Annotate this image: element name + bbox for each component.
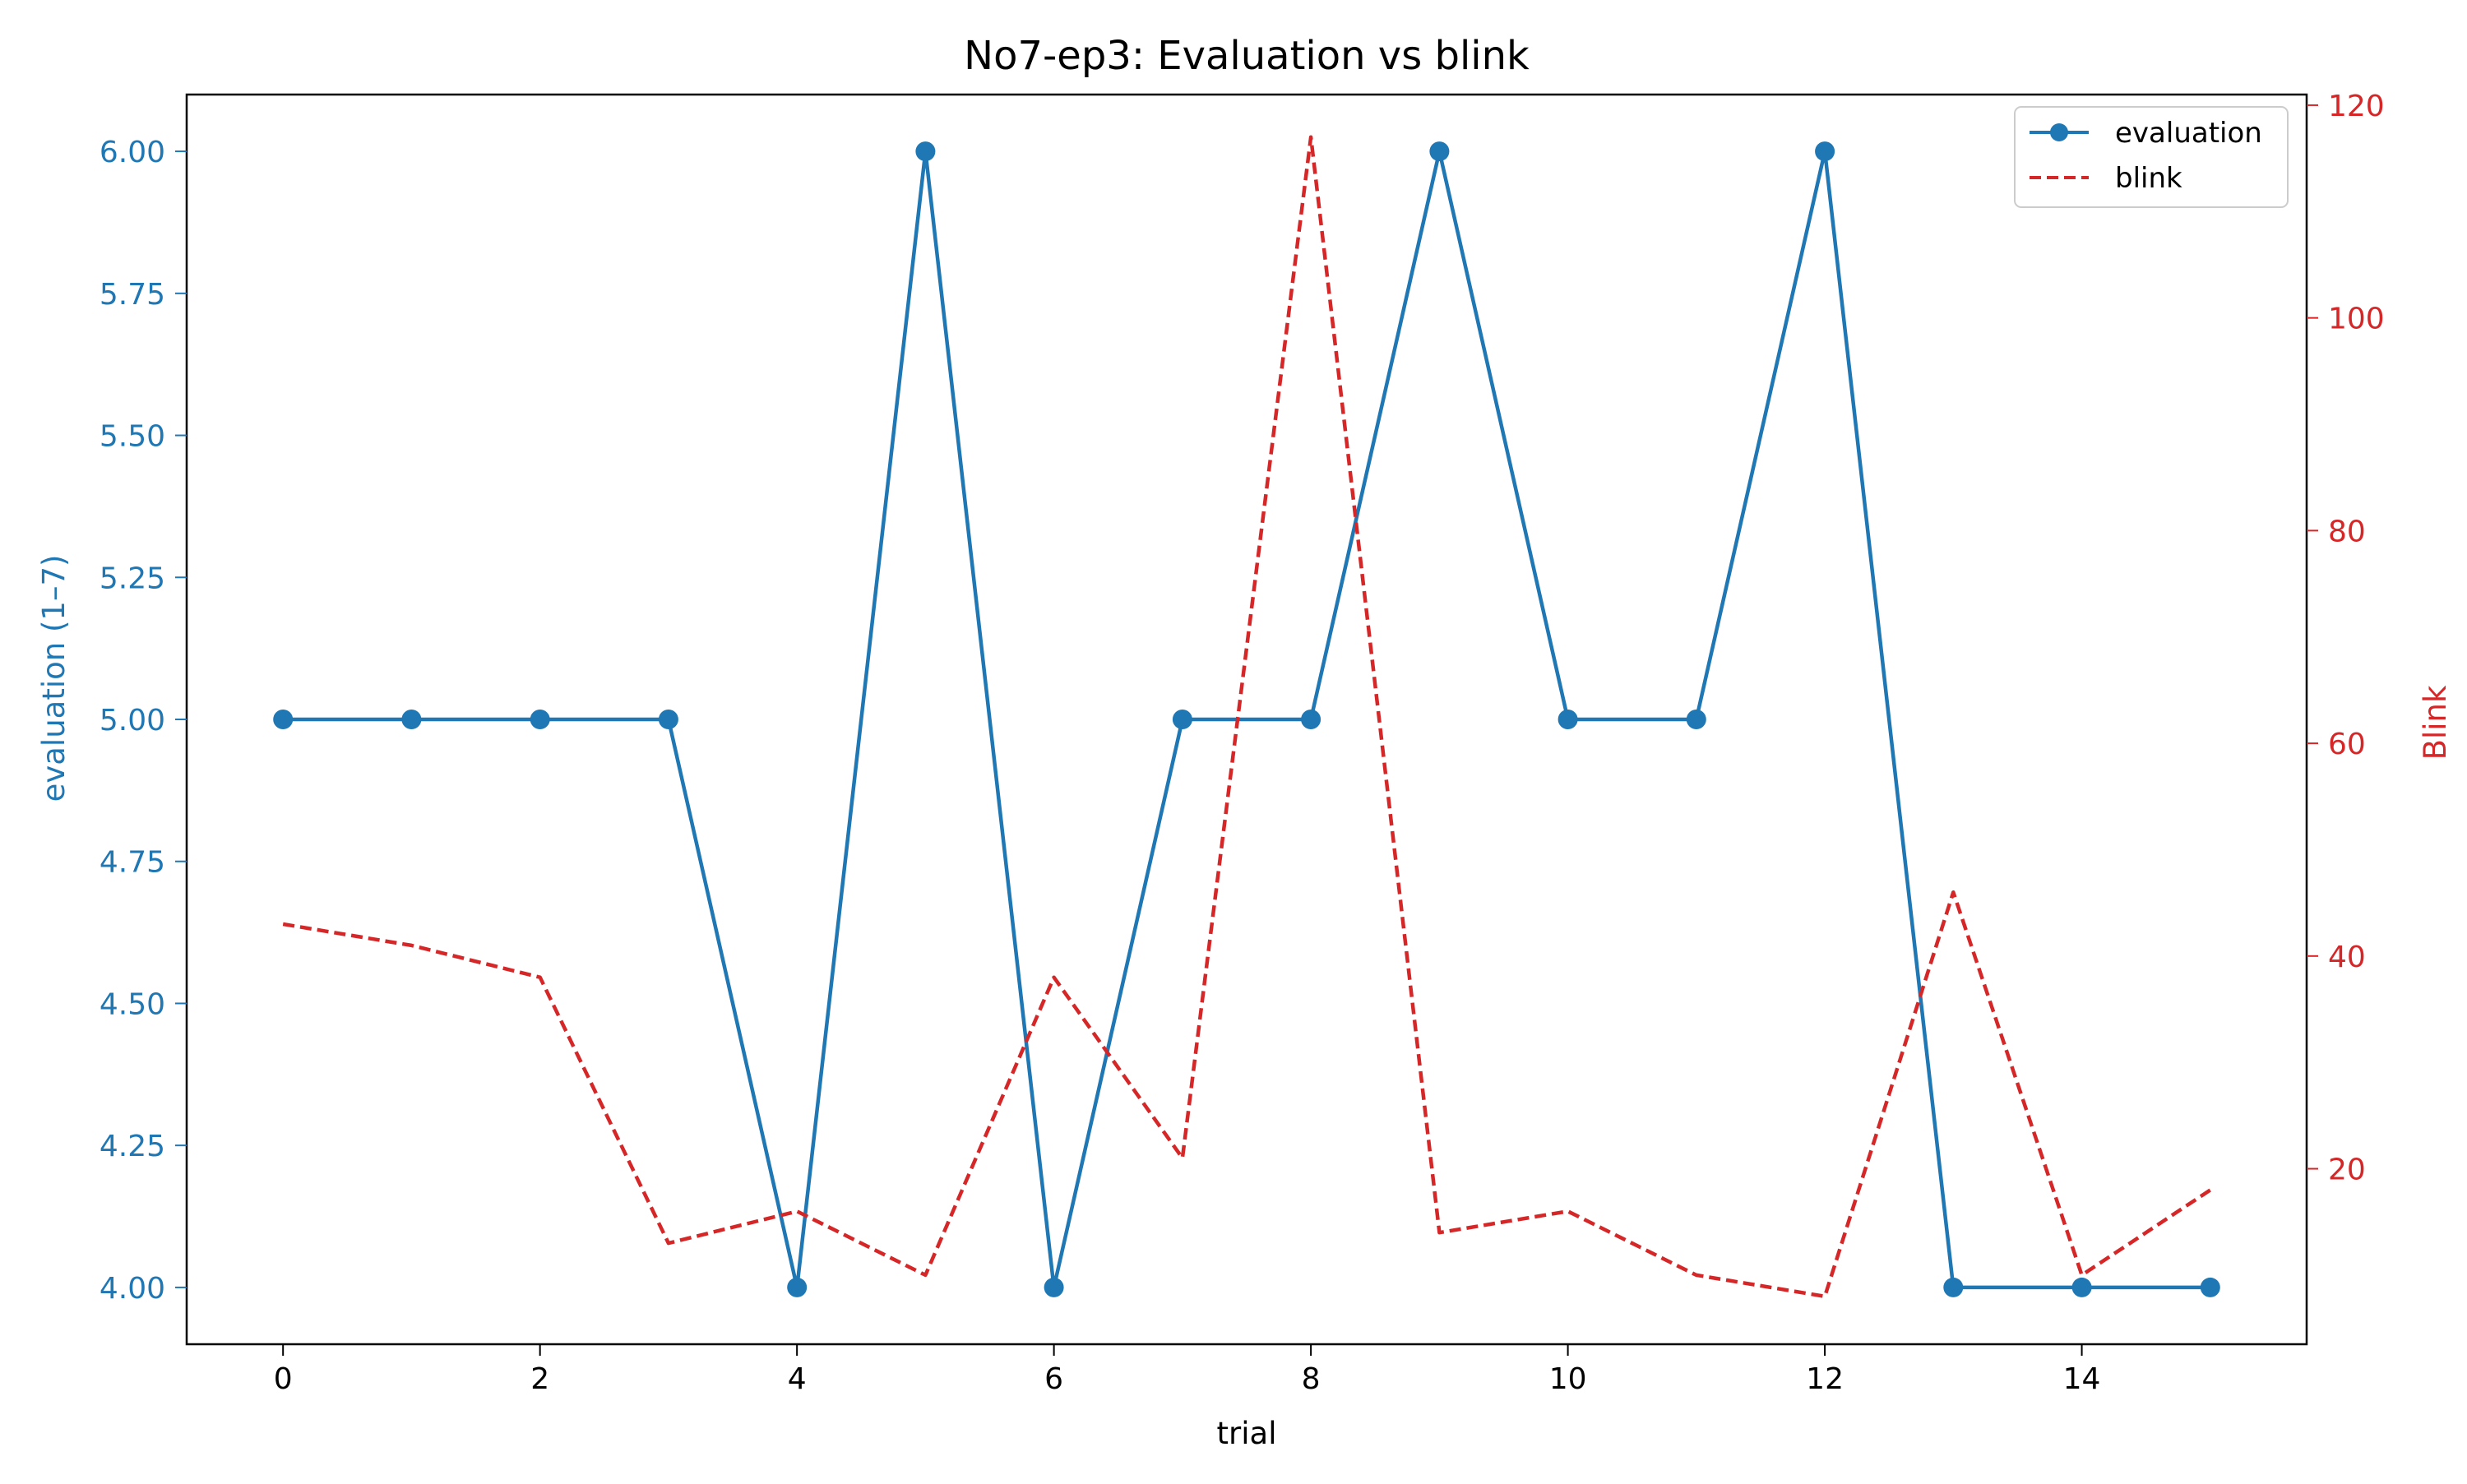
x-tick-label: 4 [788,1362,807,1396]
data-point-evaluation-4 [787,1277,808,1297]
data-point-evaluation-6 [1044,1277,1064,1297]
right-y-tick-label: 100 [2328,303,2385,336]
right-y-tick-label: 80 [2328,515,2366,548]
data-point-evaluation-8 [1301,710,1321,729]
x-tick-label: 8 [1302,1362,1321,1396]
left-y-tick-label: 5.25 [100,562,165,595]
data-point-evaluation-0 [273,710,294,729]
series-line-evaluation [283,149,2210,1290]
right-y-tick-label: 60 [2328,728,2366,761]
data-point-evaluation-5 [915,141,936,162]
x-tick-label: 2 [530,1362,549,1396]
x-tick-label: 12 [1806,1362,1844,1396]
left-y-tick-label: 6.00 [100,136,165,169]
legend-evaluation-label: evaluation [2115,117,2262,150]
data-point-evaluation-11 [1686,710,1706,729]
right-y-tick-label: 20 [2328,1153,2366,1187]
x-tick-label: 6 [1044,1362,1063,1396]
series-line-blink [282,135,2212,1299]
left-y-tick-label: 5.75 [100,278,165,312]
x-tick-label: 14 [2063,1362,2101,1396]
x-axis-label: trial [1217,1416,1277,1451]
plot-layer [273,135,2220,1299]
chart-title: No7-ep3: Evaluation vs blink [964,33,1530,79]
data-point-evaluation-9 [1429,141,1450,162]
left-y-tick-label: 5.00 [100,704,165,737]
legend-evaluation-marker [2050,123,2068,141]
left-y-tick-label: 4.50 [100,987,165,1021]
left-y-tick-label: 4.25 [100,1130,165,1163]
data-point-evaluation-2 [530,710,550,729]
left-y-tick-label: 5.50 [100,420,165,454]
left-y-tick-label: 4.00 [100,1272,165,1306]
right-y-tick-label: 40 [2328,941,2366,974]
data-point-evaluation-7 [1172,710,1192,729]
legend: evaluation blink [2014,106,2289,208]
data-point-evaluation-13 [1943,1277,1964,1297]
right-y-axis-label: Blink [2418,685,2453,760]
left-y-tick-label: 4.75 [100,846,165,880]
x-tick-label: 10 [1549,1362,1587,1396]
data-point-evaluation-3 [658,710,678,729]
data-point-evaluation-15 [2200,1277,2220,1297]
legend-blink-label: blink [2115,162,2182,195]
data-point-evaluation-14 [2071,1277,2092,1297]
data-point-evaluation-10 [1557,710,1578,729]
data-point-evaluation-1 [401,710,422,729]
data-point-evaluation-12 [1815,141,1835,162]
left-y-axis-label: evaluation (1–7) [36,555,72,802]
axes-layer: 0 2 4 6 8 10 12 14 4.00 4.25 4.50 4.75 5.00 5.25 5.50 5… [100,90,2385,1396]
right-y-tick-label: 120 [2328,90,2385,123]
x-tick-label: 0 [274,1362,293,1396]
